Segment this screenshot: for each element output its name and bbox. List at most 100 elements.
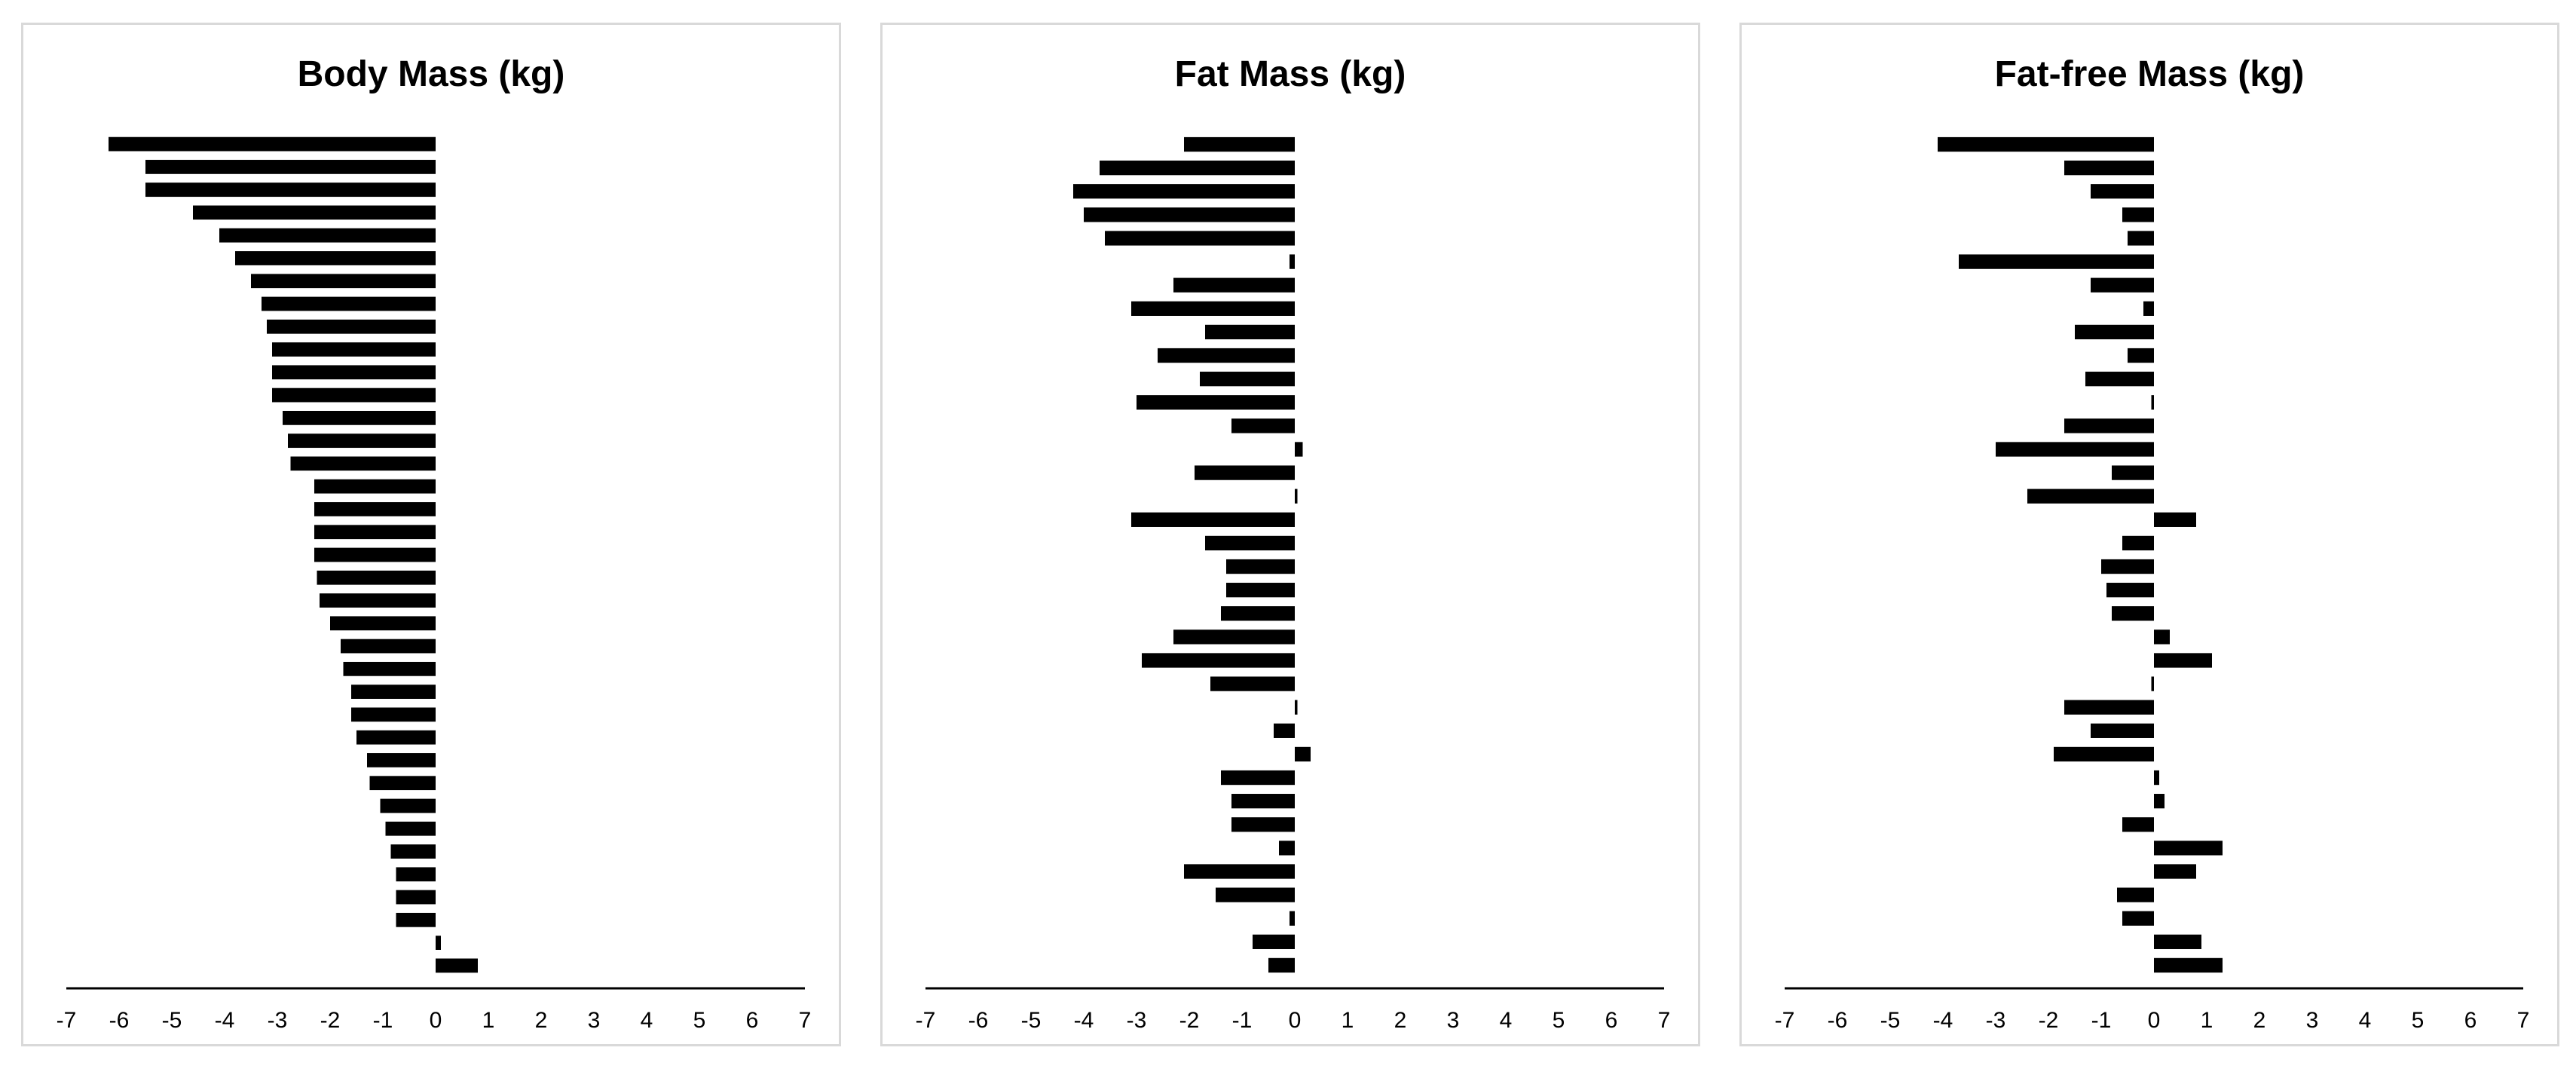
bar bbox=[272, 365, 436, 380]
bar bbox=[283, 410, 436, 425]
bar bbox=[380, 798, 436, 813]
bar bbox=[2154, 653, 2212, 668]
bar bbox=[2064, 700, 2154, 715]
bar bbox=[1938, 136, 2154, 152]
bar bbox=[1290, 911, 1295, 926]
x-tick-label: -6 bbox=[109, 1008, 130, 1033]
bar bbox=[1210, 676, 1295, 691]
x-tick-label: 2 bbox=[2253, 1008, 2266, 1033]
bar bbox=[193, 205, 436, 220]
bar bbox=[2091, 277, 2154, 293]
x-tick-label: -6 bbox=[1828, 1008, 1848, 1033]
bar bbox=[351, 707, 436, 722]
x-tick-label: 5 bbox=[693, 1008, 706, 1033]
bar bbox=[2106, 583, 2154, 598]
bar bbox=[1226, 559, 1295, 574]
x-tick-label: 2 bbox=[1394, 1008, 1407, 1033]
bar bbox=[251, 274, 436, 289]
bar bbox=[314, 547, 436, 562]
bar bbox=[396, 890, 436, 905]
bar bbox=[2154, 629, 2170, 645]
chart-panel-fat-free-mass: Fat-free Mass (kg) -7 -6 -5 -4 -3 -2 -1 0 1 2 3 4 5 6… bbox=[1739, 23, 2559, 1046]
bar bbox=[272, 387, 436, 403]
bar bbox=[2091, 723, 2154, 738]
bar bbox=[2112, 465, 2154, 480]
x-tick-label: -4 bbox=[1074, 1008, 1094, 1033]
bar bbox=[2054, 746, 2154, 762]
x-tick-label: -7 bbox=[916, 1008, 936, 1033]
bar bbox=[1231, 817, 1295, 832]
x-tick-label: -3 bbox=[1986, 1008, 2006, 1033]
bar bbox=[396, 912, 436, 927]
bar bbox=[330, 616, 436, 631]
x-tick-label: -2 bbox=[320, 1008, 341, 1033]
x-tick-label: -5 bbox=[1880, 1008, 1901, 1033]
bar bbox=[2101, 559, 2154, 574]
x-tick-label: 0 bbox=[2148, 1008, 2161, 1033]
bar bbox=[1142, 653, 1295, 668]
bar bbox=[314, 479, 436, 494]
chart-title: Body Mass (kg) bbox=[297, 54, 565, 94]
bar bbox=[390, 844, 436, 859]
bar bbox=[235, 251, 436, 265]
bar bbox=[109, 136, 436, 152]
bar bbox=[1295, 442, 1303, 457]
bar bbox=[1131, 301, 1295, 316]
bar bbox=[2128, 231, 2154, 246]
bar bbox=[145, 182, 436, 198]
bar bbox=[1221, 606, 1295, 621]
x-tick-label: -1 bbox=[2091, 1008, 2112, 1033]
bar bbox=[2154, 934, 2201, 949]
x-tick-label: -5 bbox=[1021, 1008, 1042, 1033]
bar bbox=[1231, 418, 1295, 433]
bar bbox=[351, 685, 436, 700]
bar-chart-fat-free-mass: -7 -6 -5 -4 -3 -2 -1 0 1 2 3 4 5 6 7 bbox=[1775, 136, 2530, 1033]
x-tick-label: 7 bbox=[2517, 1008, 2530, 1033]
x-tick-label: 1 bbox=[482, 1008, 495, 1033]
x-tick-label: 0 bbox=[430, 1008, 442, 1033]
bar bbox=[385, 821, 436, 836]
bar bbox=[369, 776, 436, 791]
bar bbox=[320, 593, 436, 608]
bar bbox=[2128, 348, 2154, 363]
bar bbox=[272, 342, 436, 357]
x-tick-label: 5 bbox=[1553, 1008, 1565, 1033]
bar bbox=[1290, 254, 1295, 269]
bar bbox=[2117, 887, 2154, 902]
bar bbox=[2064, 418, 2154, 433]
bar bbox=[1184, 136, 1295, 152]
bar bbox=[1073, 184, 1295, 199]
x-tick-label: 1 bbox=[1342, 1008, 1354, 1033]
bar-chart-body-mass: -7 -6 -5 -4 -3 -2 -1 0 1 2 3 4 5 6 7 bbox=[57, 136, 811, 1033]
x-tick-label: -1 bbox=[1232, 1008, 1253, 1033]
bar bbox=[356, 730, 436, 745]
bar bbox=[1173, 629, 1295, 645]
x-tick-label: -2 bbox=[2039, 1008, 2059, 1033]
bar bbox=[2112, 606, 2154, 621]
chart-title: Fat-free Mass (kg) bbox=[1994, 54, 2305, 94]
bar bbox=[1295, 700, 1298, 715]
bar bbox=[2075, 324, 2154, 340]
x-tick-label: 3 bbox=[2306, 1008, 2319, 1033]
bar bbox=[314, 502, 436, 516]
bar bbox=[2143, 301, 2154, 316]
bar bbox=[1253, 934, 1295, 949]
x-tick-label: -5 bbox=[162, 1008, 182, 1033]
bar bbox=[1131, 512, 1295, 527]
bar bbox=[145, 160, 436, 174]
x-tick-label: 6 bbox=[1605, 1008, 1618, 1033]
bar bbox=[436, 958, 478, 973]
bar bbox=[1200, 372, 1295, 387]
chart-title: Fat Mass (kg) bbox=[1174, 54, 1406, 94]
bar bbox=[262, 296, 436, 311]
x-tick-label: 7 bbox=[1658, 1008, 1671, 1033]
chart-panel-body-mass: Body Mass (kg) -7 -6 -5 -4 -3 -2 -1 0 1 2 3 4 5 6 7 bbox=[21, 23, 841, 1046]
bar bbox=[2122, 911, 2154, 926]
bar bbox=[219, 228, 436, 243]
bar bbox=[343, 661, 436, 676]
x-tick-label: 5 bbox=[2412, 1008, 2425, 1033]
x-tick-label: 0 bbox=[1289, 1008, 1302, 1033]
bar bbox=[314, 525, 436, 540]
bar bbox=[2151, 676, 2154, 691]
bar bbox=[1959, 254, 2154, 269]
